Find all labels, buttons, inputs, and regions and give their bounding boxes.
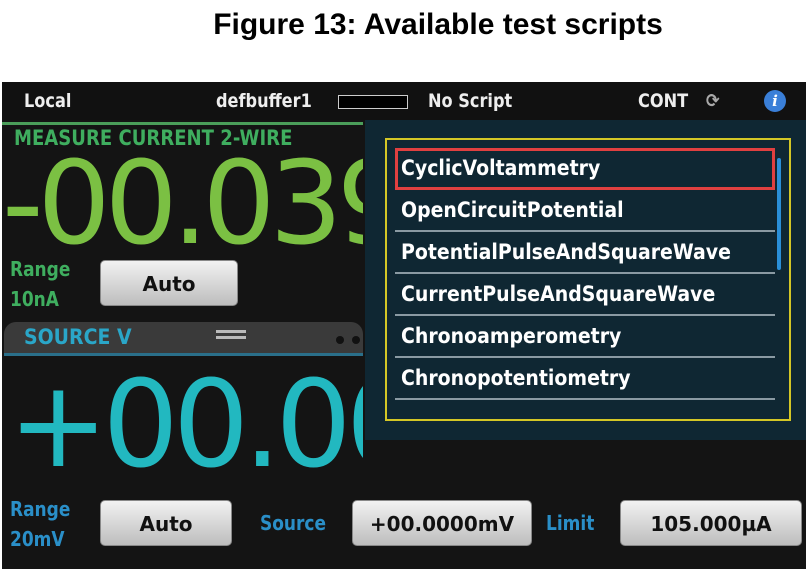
script-item-open-circuit-potential[interactable]: OpenCircuitPotential xyxy=(395,190,775,232)
buffer-fill-indicator xyxy=(338,95,408,109)
instrument-screen: Local defbuffer1 No Script CONT ⟳ i MEAS… xyxy=(2,82,806,569)
figure-title: Figure 13: Available test scripts xyxy=(213,8,663,41)
source-range-label: Range xyxy=(10,497,71,521)
script-item-label: OpenCircuitPotential xyxy=(401,198,624,222)
script-item-label: CurrentPulseAndSquareWave xyxy=(401,282,716,306)
script-item-potential-pulse[interactable]: PotentialPulseAndSquareWave xyxy=(395,232,775,274)
limit-label: Limit xyxy=(546,511,595,535)
source-reading: +00.0007 mV xyxy=(8,372,363,480)
status-bar: Local defbuffer1 No Script CONT ⟳ i xyxy=(2,82,806,120)
script-item-label: Chronoamperometry xyxy=(401,324,622,348)
script-item-chronoamperometry[interactable]: Chronoamperometry xyxy=(395,316,775,358)
measure-divider xyxy=(2,122,363,125)
measure-reading: -00.0396 xyxy=(2,154,363,254)
page-dot-icon xyxy=(352,336,360,344)
script-item-label: PotentialPulseAndSquareWave xyxy=(401,240,731,264)
source-value-button[interactable]: +00.0000mV xyxy=(352,500,532,546)
script-item-current-pulse[interactable]: CurrentPulseAndSquareWave xyxy=(395,274,775,316)
source-range-value: 20mV xyxy=(10,527,65,551)
scrollbar[interactable] xyxy=(777,158,781,270)
script-list: CyclicVoltammetry OpenCircuitPotential P… xyxy=(395,148,775,400)
page-dot-icon xyxy=(336,336,344,344)
script-item-label: CyclicVoltammetry xyxy=(401,156,601,180)
source-tab[interactable]: SOURCE V xyxy=(4,322,363,356)
refresh-icon: ⟳ xyxy=(706,90,720,112)
measure-range-label: Range xyxy=(10,257,71,281)
measure-range-button[interactable]: Auto xyxy=(100,260,238,306)
trigger-mode[interactable]: CONT xyxy=(638,90,689,112)
script-list-popup: CyclicVoltammetry OpenCircuitPotential P… xyxy=(365,120,806,440)
mode-indicator[interactable]: Local xyxy=(24,90,72,112)
source-tab-title: SOURCE V xyxy=(24,325,132,349)
info-icon[interactable]: i xyxy=(764,90,786,112)
source-label: Source xyxy=(260,511,327,535)
script-list-frame: CyclicVoltammetry OpenCircuitPotential P… xyxy=(385,138,791,421)
source-range-button[interactable]: Auto xyxy=(100,500,232,546)
measure-title: MEASURE CURRENT 2-WIRE xyxy=(14,126,293,150)
script-item-chronopotentiometry[interactable]: Chronopotentiometry xyxy=(395,358,775,400)
measure-range-value: 10nA xyxy=(10,287,59,311)
script-status[interactable]: No Script xyxy=(428,90,513,112)
limit-value-button[interactable]: 105.000µA xyxy=(620,500,802,546)
script-item-cyclic-voltammetry[interactable]: CyclicVoltammetry xyxy=(395,148,775,190)
drag-handle-icon[interactable] xyxy=(216,330,246,344)
script-item-label: Chronopotentiometry xyxy=(401,366,631,390)
buffer-name[interactable]: defbuffer1 xyxy=(216,90,312,112)
